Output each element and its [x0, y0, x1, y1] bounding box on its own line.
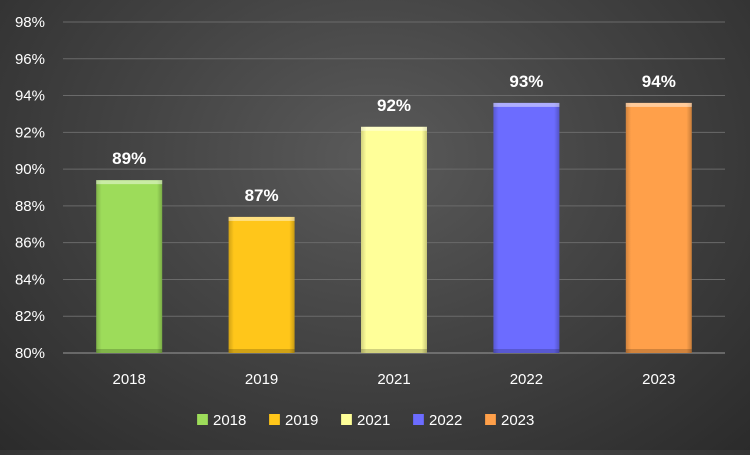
bar-highlight [361, 126, 427, 131]
bar-shadow [361, 349, 427, 353]
bar-highlight [625, 102, 692, 107]
x-tick-label: 2021 [377, 371, 410, 388]
x-tick-label: 2018 [113, 371, 146, 388]
y-tick-label: 92% [15, 124, 45, 141]
y-tick-label: 80% [15, 345, 45, 362]
x-tick-label: 2019 [245, 371, 278, 388]
bar-shadow [493, 349, 560, 353]
bar-shadow [96, 349, 163, 353]
bar [625, 102, 692, 354]
bar [493, 102, 560, 354]
y-tick-label: 96% [15, 51, 45, 68]
bar-highlight [96, 180, 163, 185]
bar-shadow [228, 349, 295, 353]
data-label: 92% [377, 96, 411, 115]
y-tick-label: 84% [15, 271, 45, 288]
legend-label: 2018 [213, 412, 246, 429]
legend-item: 2021 [341, 412, 390, 429]
legend-swatch [413, 414, 424, 425]
legend-item: 2022 [413, 412, 462, 429]
legend-swatch [485, 414, 496, 425]
legend-swatch [197, 414, 208, 425]
bar [96, 180, 163, 353]
legend-label: 2019 [285, 412, 318, 429]
bar-highlight [228, 216, 295, 221]
legend: 2018 2019 2021 2022 2023 [197, 412, 534, 429]
bar [228, 216, 295, 353]
legend-swatch [341, 414, 352, 425]
legend-item: 2023 [485, 412, 534, 429]
bar [361, 126, 427, 353]
x-tick-label: 2022 [510, 371, 543, 388]
legend-swatch [269, 414, 280, 425]
bar-shadow [625, 349, 692, 353]
legend-item: 2019 [269, 412, 318, 429]
bar-highlight [493, 102, 560, 107]
legend-label: 2022 [429, 412, 462, 429]
data-label: 94% [642, 72, 676, 91]
legend-item: 2018 [197, 412, 246, 429]
x-axis-ticks: 2018 2019 2021 2022 2023 [113, 371, 676, 388]
x-tick-label: 2023 [642, 371, 675, 388]
y-tick-label: 88% [15, 198, 45, 215]
y-tick-label: 90% [15, 161, 45, 178]
y-tick-label: 94% [15, 88, 45, 105]
y-axis-ticks: 80% 82% 84% 86% 88% 90% 92% 94% 96% 98% [15, 14, 45, 362]
data-label: 87% [245, 186, 279, 205]
y-tick-label: 82% [15, 308, 45, 325]
legend-label: 2023 [501, 412, 534, 429]
data-labels: 89% 87% 92% 93% 94% [112, 72, 676, 205]
data-label: 89% [112, 149, 146, 168]
data-label: 93% [509, 72, 543, 91]
bars [96, 102, 692, 354]
y-tick-label: 98% [15, 14, 45, 31]
y-tick-label: 86% [15, 235, 45, 252]
legend-label: 2021 [357, 412, 390, 429]
